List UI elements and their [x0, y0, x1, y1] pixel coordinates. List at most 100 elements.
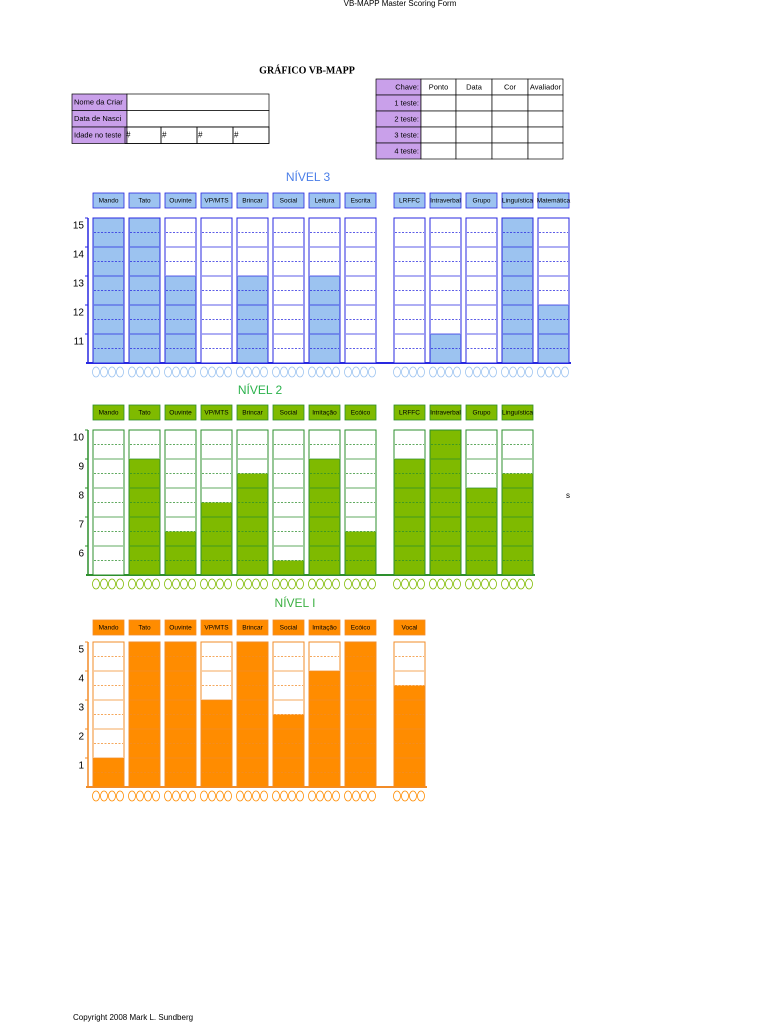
marker-circle: [501, 366, 509, 378]
key-cell: [420, 142, 457, 160]
marker-circle: [180, 790, 188, 802]
marker-circle: [208, 366, 216, 378]
y-tick-label: 15: [73, 221, 85, 232]
age-mark: #: [198, 131, 203, 140]
column-outline: [344, 641, 377, 788]
marker-circle: [288, 366, 296, 378]
category-label: VP/MTS: [204, 410, 229, 417]
column-outline: [128, 641, 161, 788]
marker-circle: [260, 790, 268, 802]
category-box: [128, 404, 161, 421]
column-outline: [429, 217, 462, 364]
marker-circle: [92, 578, 100, 590]
y-tick-label: 10: [73, 433, 85, 444]
key-header: Ponto: [429, 82, 449, 91]
marker-circle: [152, 578, 160, 590]
key-header: Data: [466, 82, 483, 91]
title: GRÁFICO VB-MAPP: [259, 64, 355, 76]
marker-circle: [136, 578, 144, 590]
category-box: [344, 404, 377, 421]
category-label: Ouvinte: [169, 410, 192, 417]
marker-circle: [316, 578, 324, 590]
page-header: VB-MAPP Master Scoring Form: [344, 0, 457, 8]
marker-circle: [316, 366, 324, 378]
marker-circle: [537, 366, 545, 378]
y-tick-label: 14: [73, 250, 85, 261]
marker-circle: [481, 578, 489, 590]
key-cell: [491, 126, 529, 144]
marker-circle: [409, 366, 417, 378]
marker-circle: [200, 790, 208, 802]
category-label: Brincar: [242, 625, 263, 632]
marker-circle: [368, 790, 376, 802]
category-box: [344, 192, 377, 209]
marker-circle: [172, 790, 180, 802]
category-label: VP/MTS: [204, 198, 229, 205]
marker-circle: [352, 366, 360, 378]
column-outline: [164, 641, 197, 788]
category-box: [501, 192, 534, 209]
score-bar: [394, 685, 425, 787]
age-mark: #: [126, 131, 131, 140]
column-outline: [429, 429, 462, 576]
category-box: [429, 192, 462, 209]
marker-circle: [368, 366, 376, 378]
column-outline: [393, 217, 426, 364]
form-label: Data de Nasci: [74, 114, 121, 123]
y-tick-label: 9: [78, 462, 84, 473]
marker-circle: [260, 578, 268, 590]
category-label: Linguística: [502, 198, 533, 205]
marker-circle: [561, 366, 569, 378]
copyright: Copyright 2008 Mark L. Sundberg: [73, 1013, 193, 1022]
category-label: Grupo: [472, 198, 490, 205]
column-outline: [128, 217, 161, 364]
y-tick-label: 7: [78, 520, 84, 531]
marker-circle: [100, 366, 108, 378]
category-label: Leitura: [315, 198, 335, 205]
category-box: [200, 192, 233, 209]
marker-circle: [108, 790, 116, 802]
marker-circle: [100, 578, 108, 590]
marker-circle: [296, 790, 304, 802]
marker-circle: [224, 366, 232, 378]
marker-circle: [517, 366, 525, 378]
marker-circle: [429, 578, 437, 590]
key-cell: [491, 110, 529, 128]
key-cell: [491, 142, 529, 160]
column-outline: [200, 429, 233, 576]
key-cell: [491, 94, 529, 112]
category-label: Matemática: [537, 198, 571, 205]
marker-circle: [280, 578, 288, 590]
marker-circle: [136, 366, 144, 378]
form-field: [126, 110, 270, 128]
marker-circle: [280, 366, 288, 378]
marker-circle: [308, 366, 316, 378]
column-outline: [92, 217, 125, 364]
marker-circle: [344, 790, 352, 802]
category-label: Imitação: [312, 625, 337, 632]
category-label: Tato: [138, 198, 151, 205]
category-label: Intraverbal: [430, 410, 461, 417]
key-cell: [420, 110, 457, 128]
score-bar: [345, 531, 376, 575]
marker-circle: [308, 578, 316, 590]
category-box: [200, 619, 233, 636]
marker-circle: [244, 366, 252, 378]
category-box: [236, 404, 269, 421]
key-row-label: 2 teste:: [394, 114, 419, 123]
marker-circle: [208, 790, 216, 802]
key-row-label: 4 teste:: [394, 146, 419, 155]
category-label: Tato: [138, 410, 151, 417]
column-outline: [272, 641, 305, 788]
marker-circle: [393, 578, 401, 590]
category-box: [308, 619, 341, 636]
marker-circle: [252, 578, 260, 590]
marker-circle: [128, 578, 136, 590]
marker-circle: [308, 790, 316, 802]
y-tick-label: 5: [78, 645, 84, 656]
category-label: VP/MTS: [204, 625, 229, 632]
category-label: Brincar: [242, 198, 263, 205]
marker-circle: [288, 790, 296, 802]
marker-circle: [188, 790, 196, 802]
